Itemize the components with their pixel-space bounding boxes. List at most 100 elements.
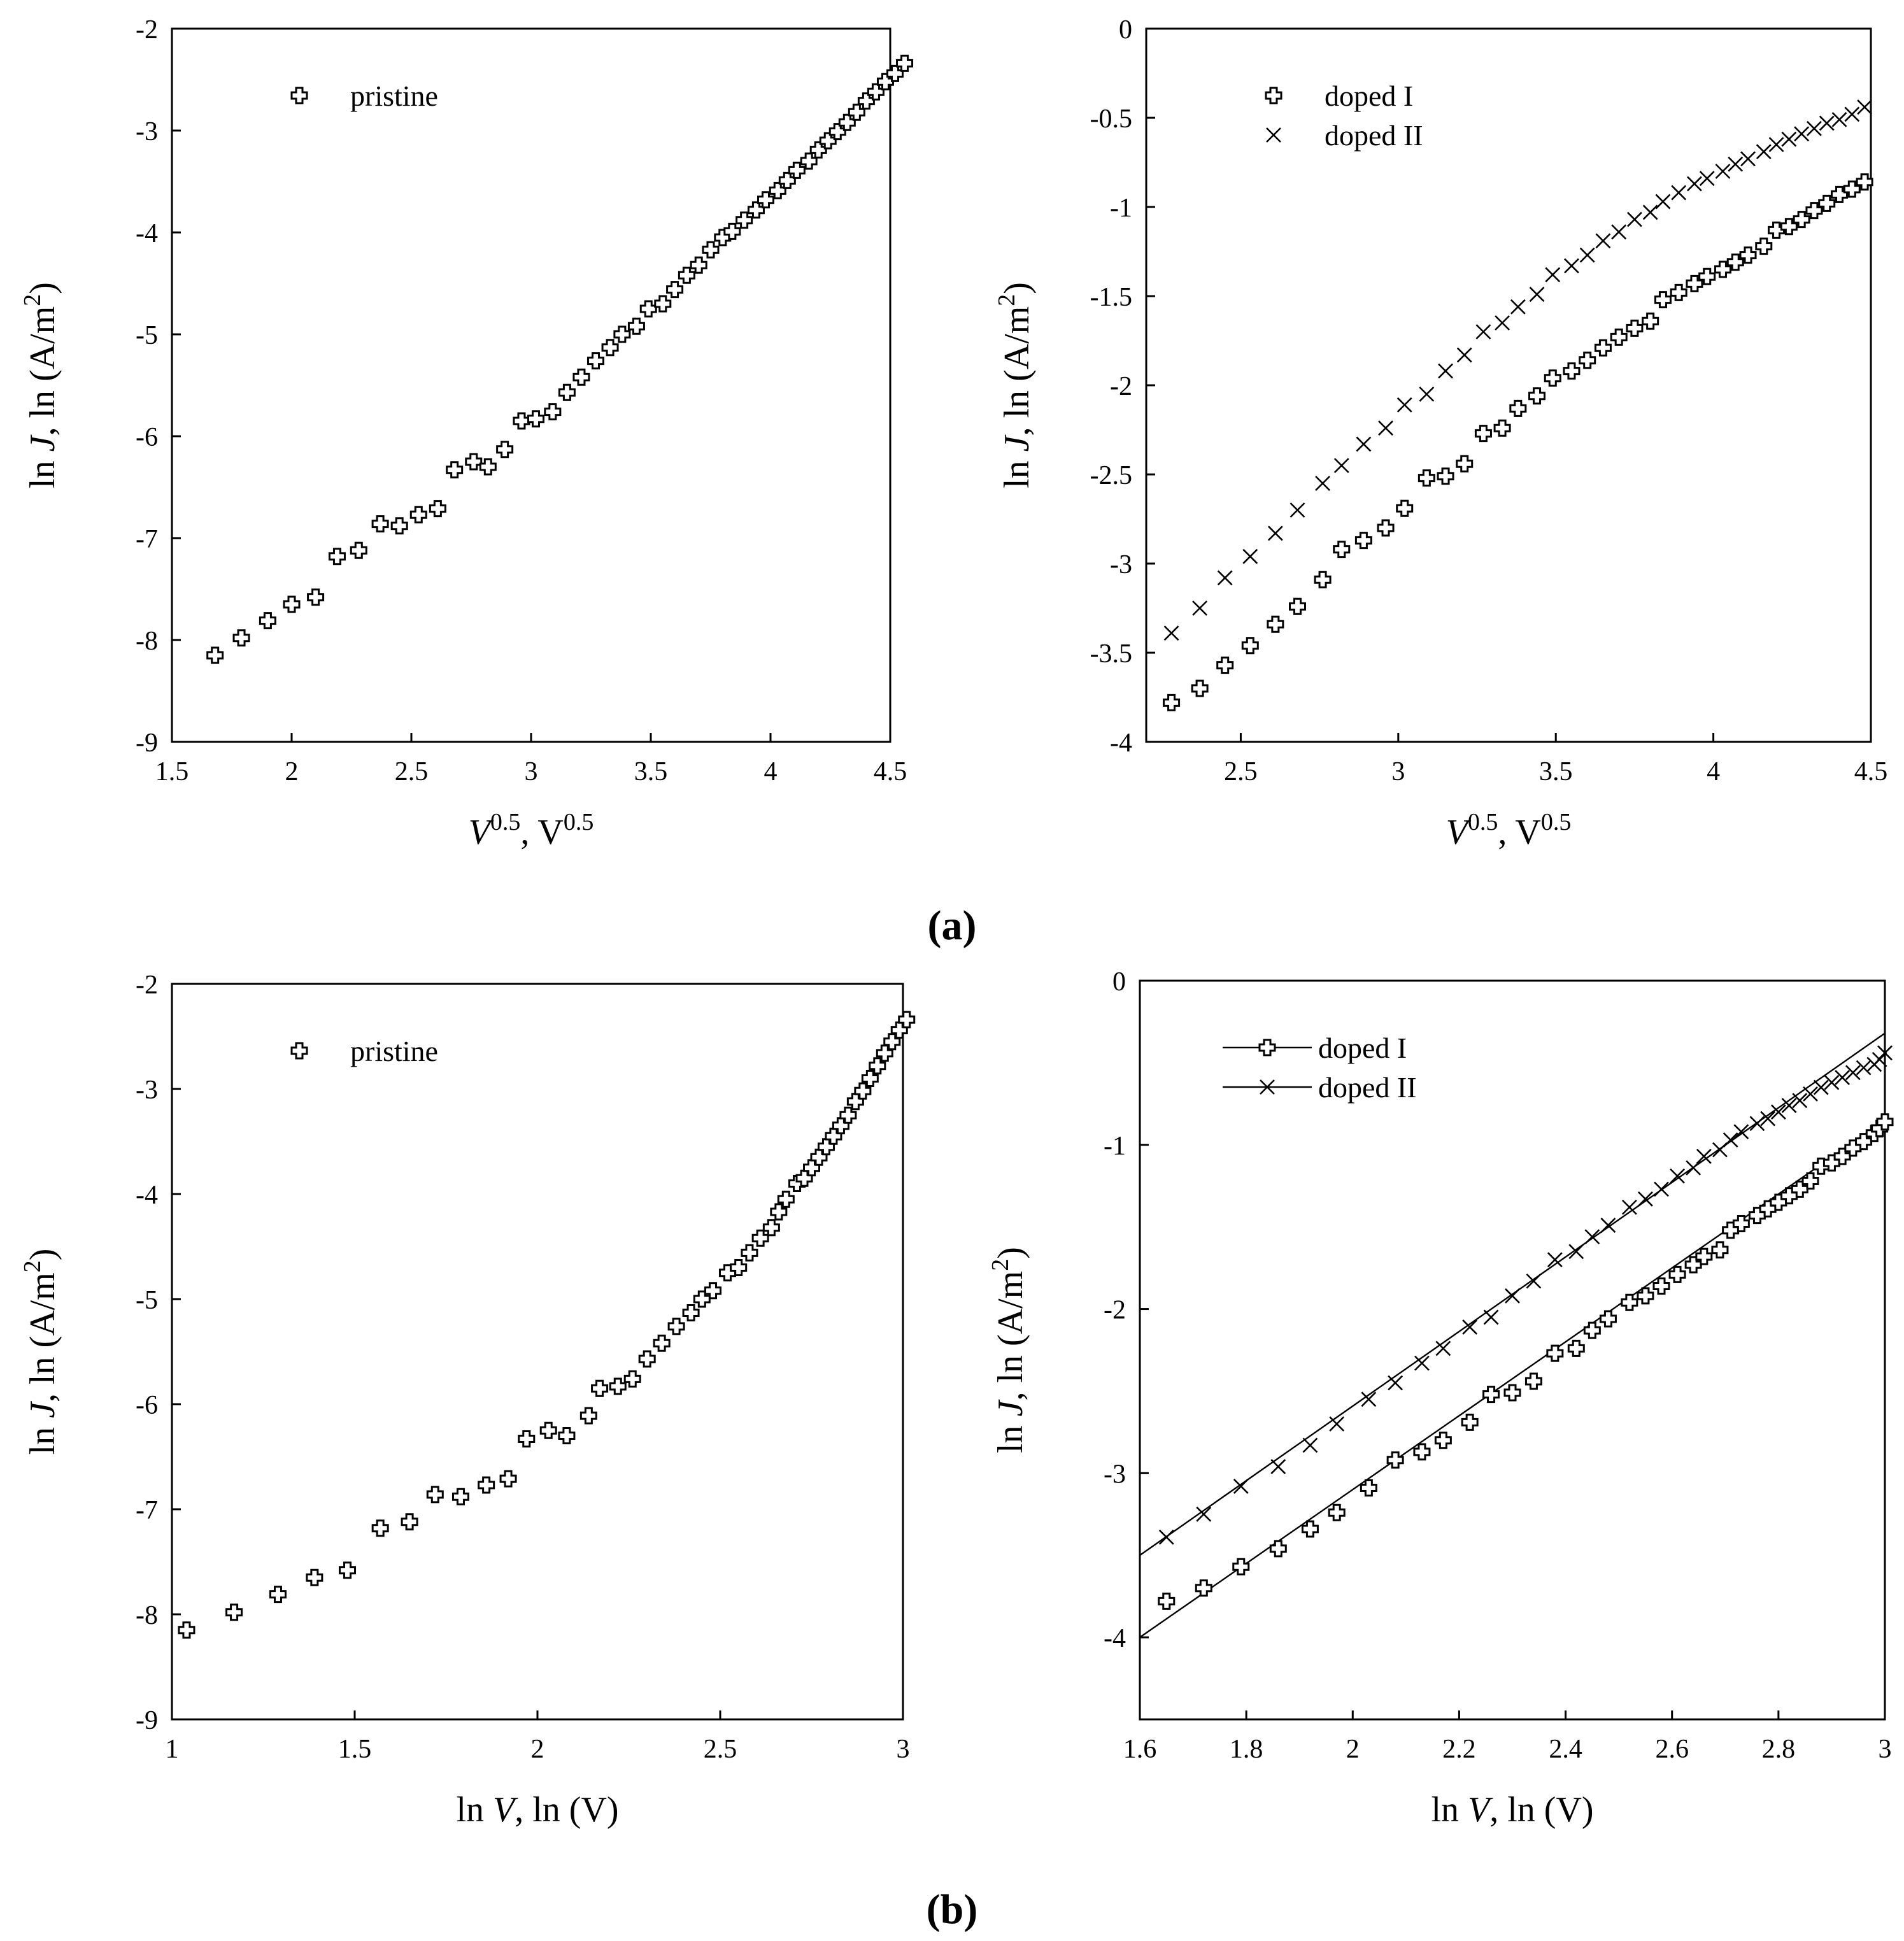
data-point — [1386, 1451, 1404, 1469]
data-point — [1723, 1132, 1738, 1148]
data-point — [653, 1334, 671, 1352]
data-point — [1158, 1592, 1176, 1610]
data-point — [638, 1350, 656, 1368]
data-point — [306, 1568, 323, 1586]
x-tick-label: 3 — [1879, 1735, 1892, 1764]
y-tick-label: -4 — [136, 219, 158, 248]
y-axis-label: ln J, ln (A/m2) — [19, 1249, 62, 1455]
x-tick-label: 2 — [531, 1735, 544, 1764]
data-point — [1456, 347, 1472, 363]
data-point — [730, 1259, 748, 1276]
y-tick-label: -6 — [136, 423, 158, 452]
x-tick-label: 4 — [1707, 757, 1720, 786]
y-tick-label: -1.5 — [1090, 283, 1133, 312]
data-point — [1749, 1116, 1765, 1132]
x-tick-label: 2 — [1346, 1735, 1360, 1764]
data-point — [1361, 1391, 1377, 1407]
data-point — [1196, 1506, 1212, 1522]
data-point — [861, 1070, 879, 1087]
data-point — [1528, 387, 1546, 405]
x-tick-label: 3 — [897, 1735, 910, 1764]
data-point — [1794, 126, 1810, 142]
data-point — [1755, 238, 1773, 255]
y-tick-label: -4 — [1110, 729, 1132, 758]
data-point — [1600, 1218, 1616, 1234]
data-point — [1356, 436, 1372, 452]
data-point — [828, 123, 846, 141]
data-point — [446, 461, 464, 479]
data-point — [1545, 267, 1561, 283]
data-point — [339, 1561, 357, 1579]
data-point — [654, 295, 672, 313]
data-point — [1526, 1273, 1542, 1289]
x-tick-label: 1.6 — [1123, 1735, 1157, 1764]
legend-label: doped I — [1325, 80, 1413, 112]
data-point — [206, 646, 224, 664]
y-tick-label: -9 — [136, 729, 158, 758]
data-point — [1599, 1310, 1617, 1328]
data-point — [1595, 233, 1611, 249]
y-tick-label: -2.5 — [1090, 461, 1133, 490]
data-point — [1626, 319, 1644, 337]
data-point — [1768, 137, 1784, 152]
data-point — [1698, 267, 1716, 285]
data-point — [666, 281, 684, 299]
data-point — [1289, 502, 1305, 518]
data-point — [702, 241, 720, 259]
data-point — [1396, 397, 1412, 413]
y-tick-label: -8 — [136, 1601, 158, 1630]
data-point — [1711, 1241, 1729, 1259]
data-point — [1626, 211, 1642, 227]
x-tick-label: 2.5 — [1224, 757, 1258, 786]
data-point — [1654, 291, 1672, 309]
data-point — [693, 1290, 711, 1308]
data-point — [1872, 1051, 1887, 1067]
legend-marker — [1266, 127, 1281, 143]
data-point — [1241, 637, 1259, 655]
data-point — [1856, 173, 1873, 191]
data-point — [1668, 1265, 1686, 1283]
data-point — [1813, 1079, 1829, 1095]
x-tick-label: 1 — [166, 1735, 179, 1764]
data-point — [1807, 120, 1822, 136]
y-tick-label: -9 — [136, 1706, 158, 1735]
data-point — [1269, 1540, 1287, 1558]
x-tick-label: 3 — [525, 757, 538, 786]
data-point — [639, 300, 657, 318]
series-pristine — [178, 1011, 916, 1639]
data-point — [1638, 1191, 1653, 1207]
x-tick-label: 4.5 — [1854, 757, 1888, 786]
data-point — [518, 1430, 536, 1447]
data-point — [613, 325, 631, 343]
data-point — [741, 1244, 758, 1262]
legend-label: doped II — [1325, 119, 1423, 152]
x-tick-label: 2.2 — [1442, 1735, 1476, 1764]
data-point — [350, 541, 367, 559]
data-point — [1419, 387, 1435, 402]
data-point — [478, 1476, 495, 1494]
data-point — [1857, 99, 1873, 115]
data-point — [747, 201, 765, 219]
data-point — [371, 515, 389, 533]
data-point — [513, 412, 530, 430]
y-axis-label: ln J, ln (A/m2) — [19, 282, 62, 488]
data-point — [1699, 171, 1715, 187]
data-point — [1770, 1104, 1786, 1120]
data-point — [1434, 1432, 1452, 1449]
data-point — [1568, 1244, 1584, 1260]
data-point — [1726, 253, 1744, 271]
data-point — [1232, 1558, 1250, 1575]
data-point — [1437, 467, 1454, 485]
y-tick-label: -8 — [136, 627, 158, 656]
data-point — [1621, 1199, 1637, 1215]
data-point — [1529, 287, 1545, 302]
data-point — [1876, 1113, 1894, 1131]
y-tick-label: -2 — [1110, 372, 1132, 401]
data-point — [1856, 1060, 1872, 1076]
x-axis-label: ln V, ln (V) — [456, 1790, 618, 1830]
legend-marker — [290, 87, 308, 104]
data-point — [1801, 1172, 1819, 1190]
data-point — [1584, 1229, 1600, 1245]
data-point — [838, 113, 856, 131]
data-point — [283, 595, 301, 613]
